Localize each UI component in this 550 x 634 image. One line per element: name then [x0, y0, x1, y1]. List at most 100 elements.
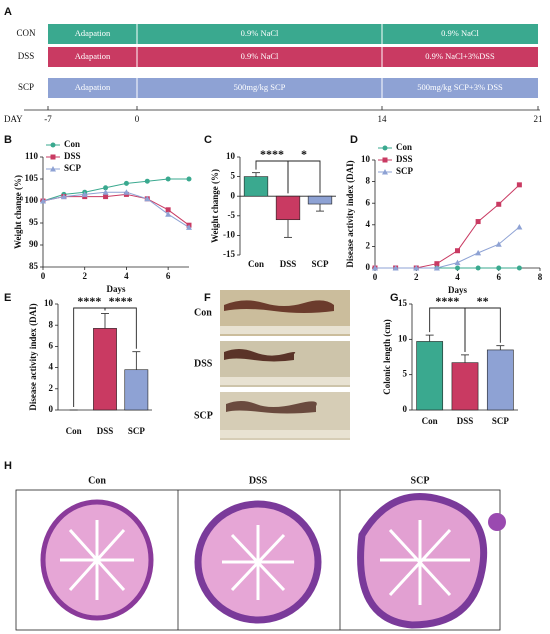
marker	[433, 265, 440, 271]
significance-label: ****	[435, 294, 459, 308]
histology-images	[15, 489, 506, 631]
bar	[451, 362, 479, 411]
marker	[50, 166, 56, 172]
marker	[455, 265, 460, 271]
timeline-segment	[137, 24, 382, 44]
x-tick-label: SCP	[128, 426, 146, 436]
y-tick-label: 2	[366, 240, 371, 250]
timeline-segment	[48, 24, 137, 44]
marker	[382, 157, 388, 163]
marker	[496, 265, 502, 271]
frame	[15, 489, 501, 631]
timeline-segment	[137, 78, 382, 98]
series-line	[42, 191, 190, 228]
marker	[103, 185, 109, 191]
x-tick-label: SCP	[311, 259, 329, 269]
y-axis-label: Weight change (%)	[13, 175, 23, 249]
significance-bracket	[104, 307, 137, 349]
marker	[516, 265, 522, 271]
marker	[123, 180, 129, 186]
marker	[165, 211, 172, 217]
y-tick-label: -10	[223, 229, 235, 239]
bar	[243, 176, 269, 197]
marker	[516, 182, 522, 188]
x-tick-label: 0	[41, 271, 46, 281]
colon-photos	[220, 290, 350, 440]
timeline-segment	[382, 24, 538, 44]
photo-label: DSS	[194, 358, 213, 369]
marker	[123, 189, 130, 195]
segment-label: Adapation	[75, 82, 111, 92]
y-tick-label: 4	[49, 362, 54, 372]
legend-label: Con	[396, 142, 412, 152]
series-line	[375, 226, 520, 269]
histology-label: DSS	[249, 475, 268, 486]
marker	[144, 178, 150, 184]
x-tick-label: Con	[66, 426, 82, 436]
tissue-fragment	[488, 513, 506, 531]
y-axis-label: Disease activity index (DAI)	[28, 303, 38, 410]
timeline-segment	[382, 78, 538, 98]
timeline-day: 0	[135, 114, 140, 124]
group-label: CON	[16, 28, 36, 38]
segment-label: Adapation	[75, 28, 111, 38]
x-tick-label: 6	[166, 271, 171, 281]
panel-label: H	[4, 460, 12, 472]
significance-label: ****	[77, 294, 101, 308]
group-label: SCP	[18, 82, 34, 92]
marker	[516, 223, 523, 230]
timeline-axis-label: DAY	[4, 114, 23, 124]
x-tick-label: DSS	[97, 426, 114, 436]
y-tick-label: 5	[231, 171, 236, 181]
segment-label: 500mg/kg SCP+3% DSS	[417, 82, 503, 92]
timeline-segment	[382, 47, 538, 67]
y-tick-label: 10	[361, 154, 371, 164]
y-tick-label: 10	[398, 333, 408, 343]
marker	[40, 198, 46, 204]
y-tick-label: 6	[49, 340, 54, 350]
histology-label: SCP	[411, 475, 430, 486]
panel-label: G	[390, 292, 399, 304]
marker	[454, 259, 461, 266]
series-line	[42, 178, 189, 202]
x-tick-label: Con	[422, 416, 438, 426]
x-tick-label: 4	[455, 272, 460, 282]
significance-bracket	[287, 160, 321, 194]
crypts	[60, 520, 134, 600]
photo-label: Con	[194, 307, 212, 318]
y-tick-label: 10	[44, 298, 54, 308]
y-tick-label: -15	[223, 249, 235, 259]
y-tick-label: 0	[231, 190, 236, 200]
marker	[495, 241, 502, 247]
segment-label: 0.9% NaCl+3%DSS	[425, 51, 495, 61]
segment-label: 0.9% NaCl	[241, 51, 279, 61]
colon	[224, 300, 334, 313]
marker	[144, 195, 151, 202]
bar	[307, 195, 333, 205]
x-tick-label: 0	[373, 272, 378, 282]
legend-label: SCP	[64, 163, 82, 173]
histology-label: Con	[88, 475, 106, 486]
y-tick-label: 95	[29, 217, 39, 227]
y-tick-label: 8	[366, 176, 371, 186]
marker	[455, 248, 460, 254]
photo-label: SCP	[194, 410, 213, 421]
marker	[102, 189, 109, 195]
y-tick-label: 0	[403, 404, 408, 414]
marker	[496, 201, 502, 207]
group-label: DSS	[18, 51, 35, 61]
marker	[434, 261, 440, 267]
panel-label: C	[204, 134, 212, 146]
timeline-day: 21	[534, 114, 543, 124]
marker	[186, 176, 192, 182]
segment-label: 0.9% NaCl	[241, 28, 279, 38]
legend-label: Con	[64, 139, 80, 149]
y-tick-label: 8	[49, 319, 54, 329]
panel-label: E	[4, 292, 11, 304]
x-tick-label: SCP	[492, 416, 510, 426]
panel-label: A	[4, 6, 12, 18]
y-tick-label: 90	[29, 239, 39, 249]
ruler	[220, 377, 350, 385]
y-axis-label: Disease activity index (DAI)	[345, 160, 355, 267]
y-tick-label: 10	[226, 151, 236, 161]
